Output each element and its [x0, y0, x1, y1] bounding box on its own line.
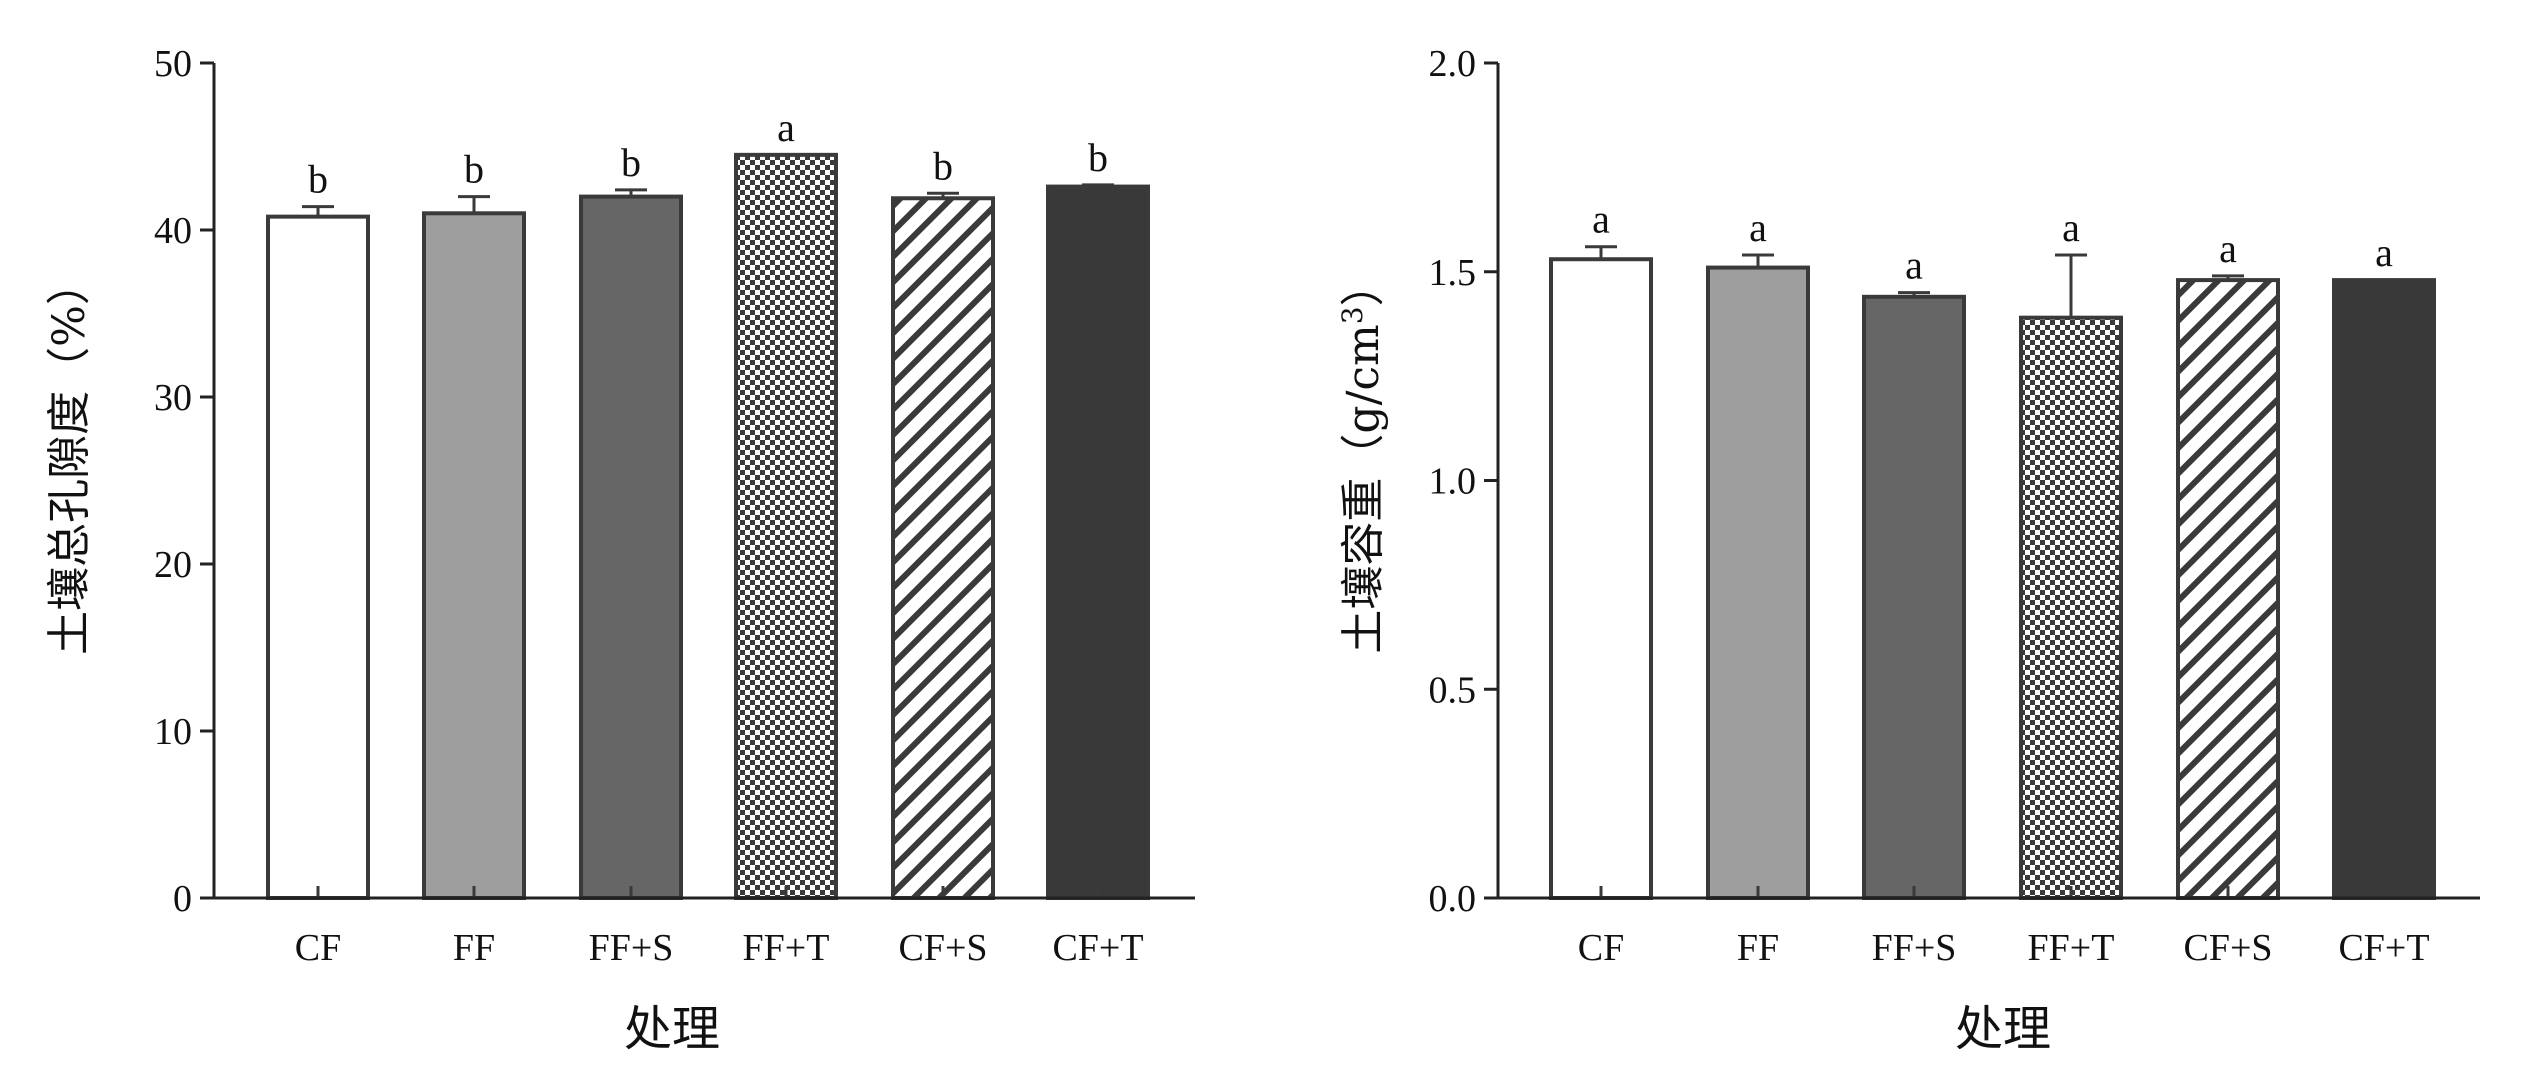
axes: CF FF FF+S FF+T CF+S CF+T 0 10 20 30 40 50 [154, 43, 1195, 969]
significance-label: b [1088, 135, 1108, 180]
bar-cf-plus-t [1046, 184, 1150, 900]
y-tick-label: 1.5 [1429, 252, 1477, 294]
bar-cf-plus-s [891, 196, 995, 900]
significance-label: a [1592, 197, 1610, 242]
y-tick-label: 20 [154, 544, 192, 586]
y-tick-label: 50 [154, 43, 192, 85]
bar-ff-plus-t [2019, 315, 2123, 900]
significance-label: b [933, 143, 953, 188]
y-axis-title: 土壤容重（g/cm3） [1336, 262, 1389, 653]
axes: CF FF FF+S FF+T CF+S CF+T 0.0 0.5 1.0 1.5 2.0 [1429, 43, 2480, 969]
bar-ff-plus-s [1862, 294, 1966, 900]
y-axis-title-sup: 3 [1336, 306, 1369, 324]
significance-label: b [464, 147, 484, 192]
x-tick-label: CF [1578, 927, 1624, 969]
chart-bulk-density: a a a a a a CF FF FF+S FF+T CF+S CF+T 0.0 0.5 1.0 1.5 2… [1336, 43, 2480, 1057]
x-tick-label: CF [295, 927, 341, 969]
y-tick-label: 40 [154, 210, 192, 252]
x-axis-title: 处理 [624, 1001, 720, 1057]
bar-ff [422, 211, 526, 901]
bar-cf-plus-s [2176, 278, 2280, 901]
x-tick-label: FF+T [743, 927, 830, 969]
significance-label: a [777, 105, 795, 150]
bar-cf [1549, 257, 1653, 901]
significance-label: a [1905, 243, 1923, 288]
x-axis-title: 处理 [1955, 1001, 2051, 1057]
x-tick-label: FF [1737, 927, 1779, 969]
significance-label: a [2062, 205, 2080, 250]
x-tick-label: CF+T [2338, 927, 2429, 969]
bars: a a a a a a [1549, 197, 2436, 901]
y-tick-label: 1.0 [1429, 461, 1477, 503]
x-tick-label: FF [453, 927, 495, 969]
y-tick-label: 0 [173, 878, 192, 920]
significance-label: b [621, 140, 641, 185]
y-tick-label: 2.0 [1429, 43, 1477, 85]
x-tick-label: CF+S [898, 927, 987, 969]
y-axis-title-close: ） [1338, 262, 1389, 306]
chart-porosity: b b b a b b CF FF FF+S FF+T CF+S CF+T 0 10 20 30 40 50 土… [44, 43, 1195, 1057]
bar-ff [1706, 265, 1810, 900]
bar-ff-plus-t [734, 152, 838, 901]
significance-label: b [308, 157, 328, 202]
significance-label: a [2219, 226, 2237, 271]
bar-cf-plus-t [2332, 278, 2436, 901]
y-tick-label: 0.0 [1429, 878, 1477, 920]
y-axis-title-main: 土壤容重（g/cm [1338, 324, 1389, 653]
x-tick-label: FF+S [1872, 927, 1957, 969]
bars: b b b a b b [266, 105, 1150, 901]
x-tick-label: FF+T [2028, 927, 2115, 969]
y-axis-title: 土壤总孔隙度（%） [44, 261, 95, 655]
y-tick-label: 10 [154, 711, 192, 753]
bar-cf [266, 214, 370, 900]
significance-label: a [2375, 230, 2393, 275]
y-tick-label: 30 [154, 377, 192, 419]
y-tick-label: 0.5 [1429, 669, 1477, 711]
x-tick-label: CF+S [2183, 927, 2272, 969]
x-tick-label: FF+S [589, 927, 674, 969]
x-tick-label: CF+T [1052, 927, 1143, 969]
significance-label: a [1749, 205, 1767, 250]
bar-ff-plus-s [579, 194, 683, 901]
